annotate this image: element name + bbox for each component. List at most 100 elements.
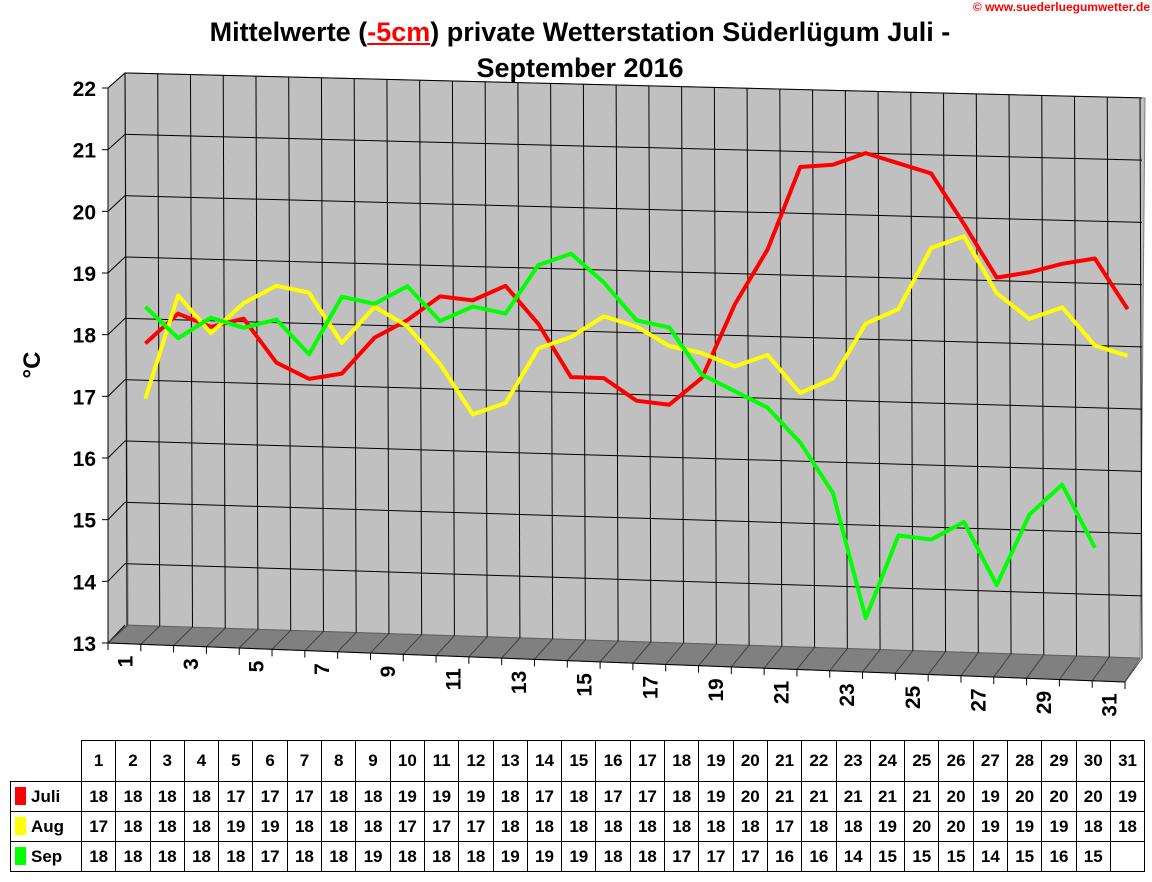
table-cell: 17	[252, 841, 288, 872]
table-cell: 19	[389, 781, 425, 812]
table-header-day: 27	[972, 740, 1009, 782]
gridline-vertical	[419, 80, 423, 635]
y-tick-label: 15	[73, 510, 97, 533]
copyright-link[interactable]: © www.suederluegumwetter.de	[972, 0, 1150, 14]
table-cell: 21	[869, 781, 906, 812]
x-tick-label: 27	[967, 688, 990, 711]
table-cell: 18	[389, 841, 425, 872]
x-tick-label: 19	[705, 678, 728, 701]
table-header-day: 5	[218, 740, 254, 782]
gridline-depth	[107, 256, 126, 274]
floor-divider	[993, 653, 1012, 678]
y-tick-label: 16	[73, 448, 96, 471]
title-line2: September 2016	[476, 53, 684, 83]
table-cell: 19	[218, 811, 254, 842]
floor-divider	[402, 634, 423, 655]
floor-divider	[1124, 657, 1143, 683]
gridline-vertical	[975, 93, 979, 653]
table-cell: 17	[252, 781, 288, 812]
table-cell: 19	[972, 781, 1009, 812]
legend-entry: Sep	[10, 841, 82, 872]
x-tick-label: 9	[377, 666, 400, 678]
gridline-horizontal	[124, 133, 1143, 161]
x-tick-label: 7	[311, 663, 334, 675]
gridline-vertical	[877, 91, 881, 650]
gridline-vertical	[189, 74, 193, 628]
table-header-day: 7	[286, 740, 323, 782]
table-cell: 18	[183, 841, 220, 872]
table-cell: 15	[1075, 841, 1111, 872]
gridline-vertical	[1106, 97, 1110, 658]
table-cell: 18	[664, 811, 700, 842]
gridline-depth	[107, 440, 126, 459]
table-header-day: 3	[149, 740, 185, 782]
legend-label: Juli	[31, 786, 61, 806]
table-cell: 18	[321, 781, 357, 812]
gridline-vertical	[648, 85, 652, 643]
gridline-horizontal	[124, 72, 1143, 99]
floor-divider	[1058, 655, 1077, 680]
gridline-vertical	[713, 87, 717, 645]
table-row-aug: Aug 17 18 18 18 19 19 18 18 18 17 17 17 18 18 18 18 18 18 1…	[10, 811, 1146, 842]
x-tick-label: 17	[639, 676, 662, 699]
table-cell: 20	[1007, 781, 1043, 812]
table-cell: 17	[595, 781, 631, 812]
gridline-depth	[107, 379, 126, 397]
table-cell: 18	[115, 781, 151, 812]
table-cell: 19	[972, 811, 1009, 842]
gridline-vertical	[812, 89, 816, 648]
y-tick-label: 21	[73, 140, 97, 163]
table-cell: 21	[766, 781, 803, 812]
table-cell: 18	[149, 811, 185, 842]
table-cell: 18	[664, 781, 700, 812]
floor-divider	[599, 640, 619, 663]
gridline-depth	[107, 563, 126, 582]
table-cell: 18	[629, 841, 666, 872]
gridline-horizontal	[124, 256, 1143, 286]
table-header-day: 4	[183, 740, 220, 782]
table-cell: 20	[1075, 781, 1111, 812]
table-cell: 18	[732, 811, 768, 842]
table-cell: 18	[1075, 811, 1111, 842]
table-cell: 18	[698, 811, 734, 842]
table-header-day: 11	[423, 740, 460, 782]
table-header-day: 29	[1041, 740, 1077, 782]
table-cell: 19	[1041, 811, 1077, 842]
table-header-day: 12	[458, 740, 494, 782]
floor-divider	[665, 642, 684, 665]
gridline-vertical	[844, 90, 848, 649]
table-header-day: 14	[526, 740, 563, 782]
table-header-day: 28	[1007, 740, 1043, 782]
table-cell: 18	[115, 811, 151, 842]
table-cell: 18	[321, 811, 357, 842]
table-header-day: 21	[766, 740, 803, 782]
floor-divider	[632, 641, 652, 664]
table-cell: 17	[664, 841, 700, 872]
table-cell: 17	[766, 811, 803, 842]
table-cell: 18	[492, 811, 528, 842]
gridline-depth	[107, 317, 126, 336]
table-header-day: 26	[938, 740, 974, 782]
data-table: 1 2 3 4 5 6 7 8 9 10 11 12 13 14 15 16 17 18 19 20 21 22 23 24 2…	[10, 740, 1146, 872]
floor-divider	[1026, 654, 1045, 679]
floor-divider	[435, 635, 455, 656]
table-cell: 16	[1041, 841, 1077, 872]
table-header-day: 16	[595, 740, 631, 782]
x-tick-label: 23	[836, 683, 859, 706]
gridline-horizontal	[124, 317, 1143, 348]
table-cell: 19	[252, 811, 288, 842]
x-tick-label: 11	[442, 668, 465, 691]
table-header-day: 10	[389, 740, 425, 782]
table-cell: 17	[80, 811, 117, 842]
table-cell: 16	[766, 841, 803, 872]
table-header-day: 2	[115, 740, 151, 782]
y-tick-label: 14	[73, 571, 97, 594]
x-axis	[107, 642, 1126, 683]
gridline-vertical	[615, 85, 619, 642]
table-cell: 19	[355, 841, 391, 872]
gridline-vertical	[320, 77, 324, 632]
x-tick-label: 13	[508, 671, 531, 694]
table-cell: 18	[80, 841, 117, 872]
floor-divider	[304, 631, 324, 651]
table-cell: 15	[1007, 841, 1043, 872]
